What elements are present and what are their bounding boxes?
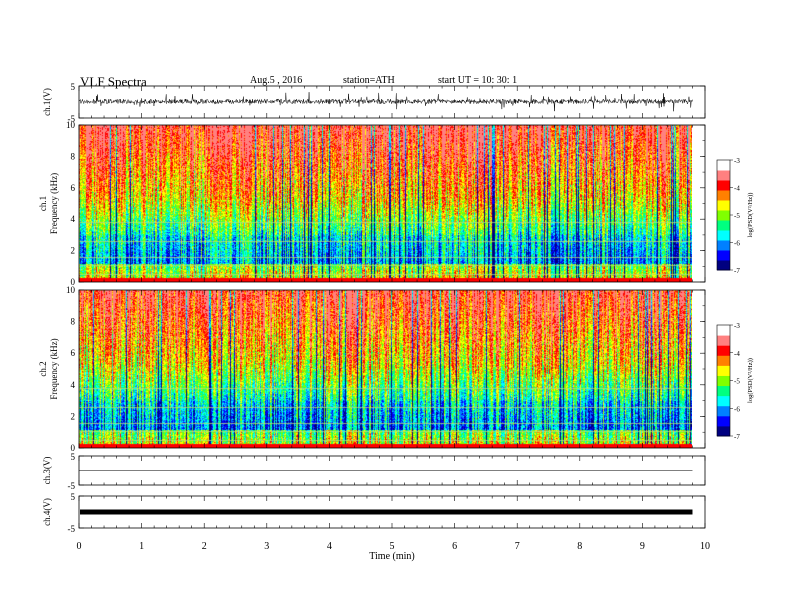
colorbar-tick-label: -7 <box>734 433 740 441</box>
y-tick-label: 5 <box>71 492 76 502</box>
x-tick-label: 2 <box>202 541 207 552</box>
y-tick-label: -5 <box>68 524 76 534</box>
x-tick-label: 9 <box>640 541 645 552</box>
start-ut-label: start UT = 10: 30: 1 <box>438 75 518 86</box>
y-tick-label: 5 <box>71 452 76 462</box>
ch4-wave-frame <box>78 495 706 529</box>
y-tick-label: -5 <box>68 481 76 491</box>
colorbar-segment <box>717 200 730 211</box>
colorbar-label: log(PSD(V²/Hz)) <box>747 193 754 238</box>
x-tick-label: 3 <box>264 541 269 552</box>
station-label: station=ATH <box>343 75 395 86</box>
ch2-spec-heatmap <box>79 290 692 448</box>
y-tick-label: 0 <box>71 443 76 453</box>
colorbar-tick-label: -6 <box>734 405 740 413</box>
colorbar-segment <box>717 180 730 191</box>
y-tick-label: 5 <box>71 82 76 92</box>
y-tick-label: 8 <box>71 151 76 161</box>
x-tick-label: 6 <box>452 541 457 552</box>
y-tick-label: 10 <box>66 120 76 130</box>
colorbar-segment <box>717 230 730 241</box>
colorbar-segment <box>717 365 730 376</box>
waveform-trace <box>80 509 693 515</box>
ch1-wave-ylabel: ch.1(V) <box>42 88 52 116</box>
y-tick-label: 8 <box>71 317 76 327</box>
ch4-wave-ylabel: ch.4(V) <box>42 498 52 526</box>
colorbar-segment <box>717 170 730 181</box>
ch1-spec-heatmap <box>79 125 692 282</box>
colorbar-segment <box>717 160 730 171</box>
colorbar-tick-label: -7 <box>734 267 740 275</box>
colorbar-segment <box>717 260 730 271</box>
colorbar-segment <box>717 385 730 397</box>
ch2-spec-channel-label: ch.2 <box>38 361 48 376</box>
ch3-wave-frame <box>78 455 706 486</box>
colorbar-segment <box>717 240 730 251</box>
x-tick-label: 1 <box>139 541 144 552</box>
colorbar-segment <box>717 210 730 221</box>
x-tick-label: 4 <box>327 541 332 552</box>
colorbar-segment <box>717 335 730 346</box>
ch1-spec-frame <box>78 124 706 283</box>
y-tick-label: 4 <box>71 380 76 390</box>
y-tick-label: 2 <box>71 411 76 421</box>
x-tick-label: 5 <box>390 541 395 552</box>
y-tick-label: 6 <box>71 348 76 358</box>
x-tick-label: 8 <box>577 541 582 552</box>
colorbar-segment <box>717 415 730 427</box>
y-tick-label: 2 <box>71 246 76 256</box>
colorbar-segment <box>717 395 730 407</box>
y-tick-label: 4 <box>71 214 76 224</box>
x-tick-label: 0 <box>77 541 82 552</box>
ch3-wave-ylabel: ch.3(V) <box>42 457 52 485</box>
colorbar-tick-label: -3 <box>734 157 740 165</box>
y-tick-label: 0 <box>71 277 76 287</box>
colorbar-tick-label: -4 <box>734 185 740 193</box>
colorbar-segment <box>717 250 730 261</box>
ch1-wave-frame <box>78 85 706 119</box>
date-label: Aug.5 , 2016 <box>250 75 303 86</box>
colorbar-segment <box>717 220 730 231</box>
waveform-trace <box>78 92 693 112</box>
ch1-spec-ylabel: Frequency (kHz) <box>49 173 59 234</box>
colorbar-tick-label: -6 <box>734 240 740 248</box>
colorbar-segment <box>717 405 730 417</box>
ch1-spec-channel-label: ch.1 <box>38 196 48 211</box>
y-tick-label: 10 <box>66 285 76 295</box>
colorbar-tick-label: -4 <box>734 350 740 358</box>
colorbar-segment <box>717 345 730 356</box>
x-tick-label: 7 <box>515 541 520 552</box>
chart-title: VLF Spectra <box>80 74 147 89</box>
colorbar-segment <box>717 425 730 437</box>
colorbar-segment <box>717 355 730 366</box>
x-tick-label: 10 <box>700 541 710 552</box>
y-tick-label: -5 <box>68 114 76 124</box>
colorbar-tick-label: -5 <box>734 378 740 386</box>
colorbar-label: log(PSD(V²/Hz)) <box>747 358 754 403</box>
colorbar-segment <box>717 375 730 387</box>
colorbar-segment <box>717 325 730 336</box>
colorbar-segment <box>717 190 730 201</box>
ch2-spec-frame <box>78 289 706 449</box>
colorbar-tick-label: -5 <box>734 212 740 220</box>
ch2-spec-ylabel: Frequency (kHz) <box>49 338 59 399</box>
colorbar-tick-label: -3 <box>734 322 740 330</box>
y-tick-label: 6 <box>71 183 76 193</box>
x-axis-label: Time (min) <box>369 551 414 562</box>
